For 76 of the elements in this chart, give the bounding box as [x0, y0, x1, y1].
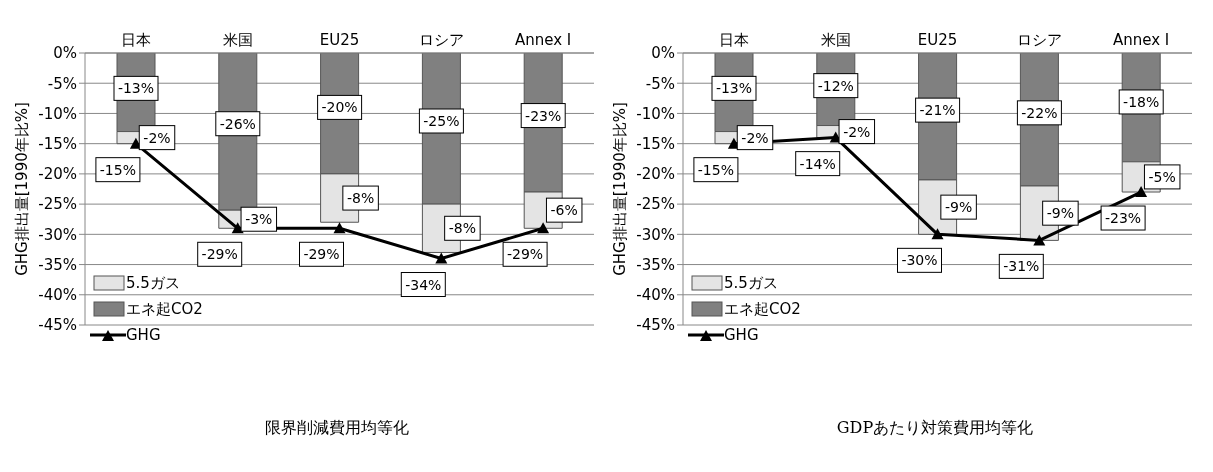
x-tick-label: 米国 — [820, 31, 851, 49]
data-label: -31% — [1003, 258, 1040, 275]
y-tick-label: -15% — [38, 134, 77, 153]
y-tick-label: -25% — [636, 195, 675, 214]
y-tick-label: -45% — [38, 316, 77, 335]
y-tick-label: -5% — [47, 74, 77, 93]
y-tick-label: -30% — [636, 225, 675, 244]
legend-label: 5.5ガス — [724, 273, 778, 293]
data-label: -22% — [1021, 104, 1058, 121]
data-label: -12% — [817, 77, 854, 94]
point — [1033, 234, 1046, 246]
data-label: -26% — [219, 115, 256, 132]
y-axis-title: GHG排出量[1990年比%] — [611, 102, 630, 276]
data-label: -23% — [525, 107, 562, 124]
data-label: -29% — [507, 246, 544, 263]
y-tick-label: -25% — [38, 195, 77, 214]
text: GDPあたり対策費用均等化 — [835, 418, 1035, 439]
y-tick-label: -35% — [636, 255, 675, 274]
y-axis-title: GHG排出量[1990年比%] — [13, 102, 32, 276]
data-label: -29% — [201, 246, 238, 263]
y-tick-label: -40% — [636, 286, 675, 305]
y-tick-label: -10% — [636, 104, 675, 123]
y-tick-label: -35% — [38, 255, 77, 274]
y-tick-label: -15% — [636, 134, 675, 153]
y-tick-label: 0% — [53, 44, 77, 63]
data-label: -8% — [346, 190, 375, 207]
data-label: -6% — [550, 202, 578, 219]
data-label: -8% — [448, 220, 477, 237]
point — [537, 222, 550, 234]
legend-label: エネ起CO2 — [126, 299, 203, 319]
data-label: -23% — [1105, 210, 1142, 227]
x-tick-label: Annex I — [514, 31, 572, 49]
x-tick-label: 日本 — [718, 31, 749, 49]
x-tick-label: 米国 — [222, 31, 253, 49]
y-tick-label: -30% — [38, 225, 77, 244]
point — [333, 222, 346, 234]
y-tick-label: 0% — [651, 44, 675, 63]
x-tick-label: EU25 — [917, 31, 958, 49]
point — [1135, 186, 1148, 198]
data-label: -2% — [843, 123, 871, 140]
data-label: -13% — [117, 80, 155, 97]
y-tick-label: -10% — [38, 104, 77, 123]
data-label: -9% — [944, 199, 973, 216]
data-label: -20% — [321, 99, 358, 116]
legend-label: GHG — [126, 326, 161, 344]
data-label: -9% — [1046, 205, 1075, 222]
y-tick-label: -20% — [636, 165, 675, 184]
point — [931, 228, 944, 240]
x-tick-label: ロシア — [1016, 31, 1062, 49]
text: 限界削減費用均等化 — [264, 418, 410, 439]
data-label: -15% — [697, 161, 734, 178]
x-tick-label: 日本 — [120, 31, 151, 49]
data-label: -21% — [919, 102, 956, 119]
y-tick-label: -40% — [38, 286, 77, 305]
legend-label: 5.5ガス — [126, 273, 180, 293]
data-label: -3% — [245, 211, 273, 228]
y-tick-label: -20% — [38, 165, 77, 184]
data-label: -18% — [1123, 93, 1160, 110]
legend-label: エネ起CO2 — [724, 299, 801, 319]
data-label: -30% — [901, 252, 938, 269]
data-label: -15% — [99, 161, 136, 178]
data-label: -25% — [423, 113, 460, 129]
legend-label: GHG — [724, 326, 759, 344]
x-tick-label: EU25 — [319, 31, 360, 49]
data-label: -13% — [715, 80, 753, 97]
data-label: -5% — [1148, 168, 1176, 185]
data-label: -34% — [405, 276, 442, 293]
x-tick-label: ロシア — [418, 31, 464, 49]
data-label: -14% — [799, 155, 836, 172]
y-tick-label: -45% — [636, 316, 675, 335]
y-tick-label: -5% — [645, 74, 675, 93]
data-label: -2% — [143, 129, 171, 146]
data-label: -29% — [303, 246, 340, 263]
data-label: -2% — [741, 129, 769, 146]
x-tick-label: Annex I — [1112, 31, 1170, 49]
point — [435, 252, 448, 264]
